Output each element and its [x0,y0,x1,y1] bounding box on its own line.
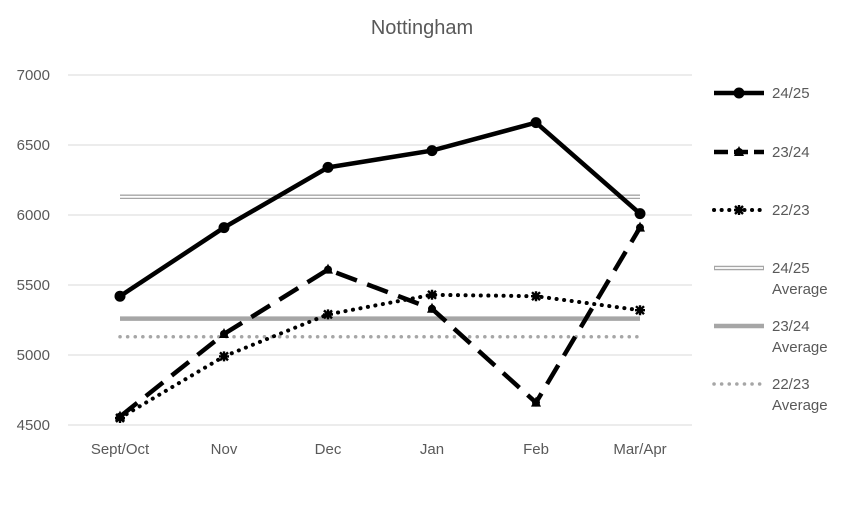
series-line [118,226,642,419]
data-point [426,145,438,157]
x-tick-label: Dec [315,441,342,458]
x-axis-ticks: Sept/Oct Nov Dec Jan Feb Mar/Apr [91,441,667,458]
legend-label: 24/25 Average [772,260,828,298]
series-line [118,120,642,299]
y-tick-label: 6000 [17,207,50,224]
legend-label: 22/23 [772,202,810,219]
series-layer [114,117,646,423]
y-tick-label: 5000 [17,347,50,364]
y-tick-label: 7000 [17,67,50,84]
series-23-24 [115,221,645,421]
data-point [635,305,645,316]
x-tick-label: Sept/Oct [91,441,150,458]
x-tick-label: Nov [211,441,238,458]
x-tick-label: Feb [523,441,549,458]
data-point-core [735,148,743,156]
data-point [531,291,541,302]
data-point-core [116,412,124,421]
data-point-core [324,265,332,274]
y-tick-label: 6500 [17,137,50,154]
data-point-core [428,304,436,313]
legend-label: 24/25 [772,85,810,102]
x-tick-label: Jan [420,441,444,458]
data-point [734,205,744,215]
y-axis-ticks: 4500 5000 5500 6000 6500 7000 [17,67,50,434]
gridlines [68,74,692,426]
legend-label: 23/24 Average [772,318,828,356]
x-tick-label: Mar/Apr [613,441,666,458]
data-point [634,208,646,220]
series-24-25 [114,117,646,302]
legend-entry: 24/25 [714,85,810,102]
data-point [219,351,229,362]
data-point-core [636,223,644,232]
legend: 24/25 23/24 22/23 24/25 Average 23/24 Average 2… [712,85,828,414]
legend-entry: 22/23 Average [712,376,828,414]
data-point [322,161,334,173]
data-point [114,290,126,302]
data-point [323,309,333,320]
legend-entry: 23/24 Average [714,318,828,356]
data-point [427,289,437,300]
legend-label: 22/23 Average [772,376,828,414]
y-tick-label: 4500 [17,417,50,434]
legend-entry: 24/25 Average [714,260,828,298]
legend-entry: 22/23 [712,202,810,219]
data-point-core [220,330,228,338]
series-line [118,292,642,420]
data-point [733,87,745,99]
legend-entry: 23/24 [714,144,810,161]
legend-label: 23/24 [772,144,810,161]
y-tick-label: 5500 [17,277,50,294]
data-point [218,222,230,234]
data-point-core [532,398,540,407]
data-point [530,117,542,129]
chart-title: Nottingham [371,17,473,39]
